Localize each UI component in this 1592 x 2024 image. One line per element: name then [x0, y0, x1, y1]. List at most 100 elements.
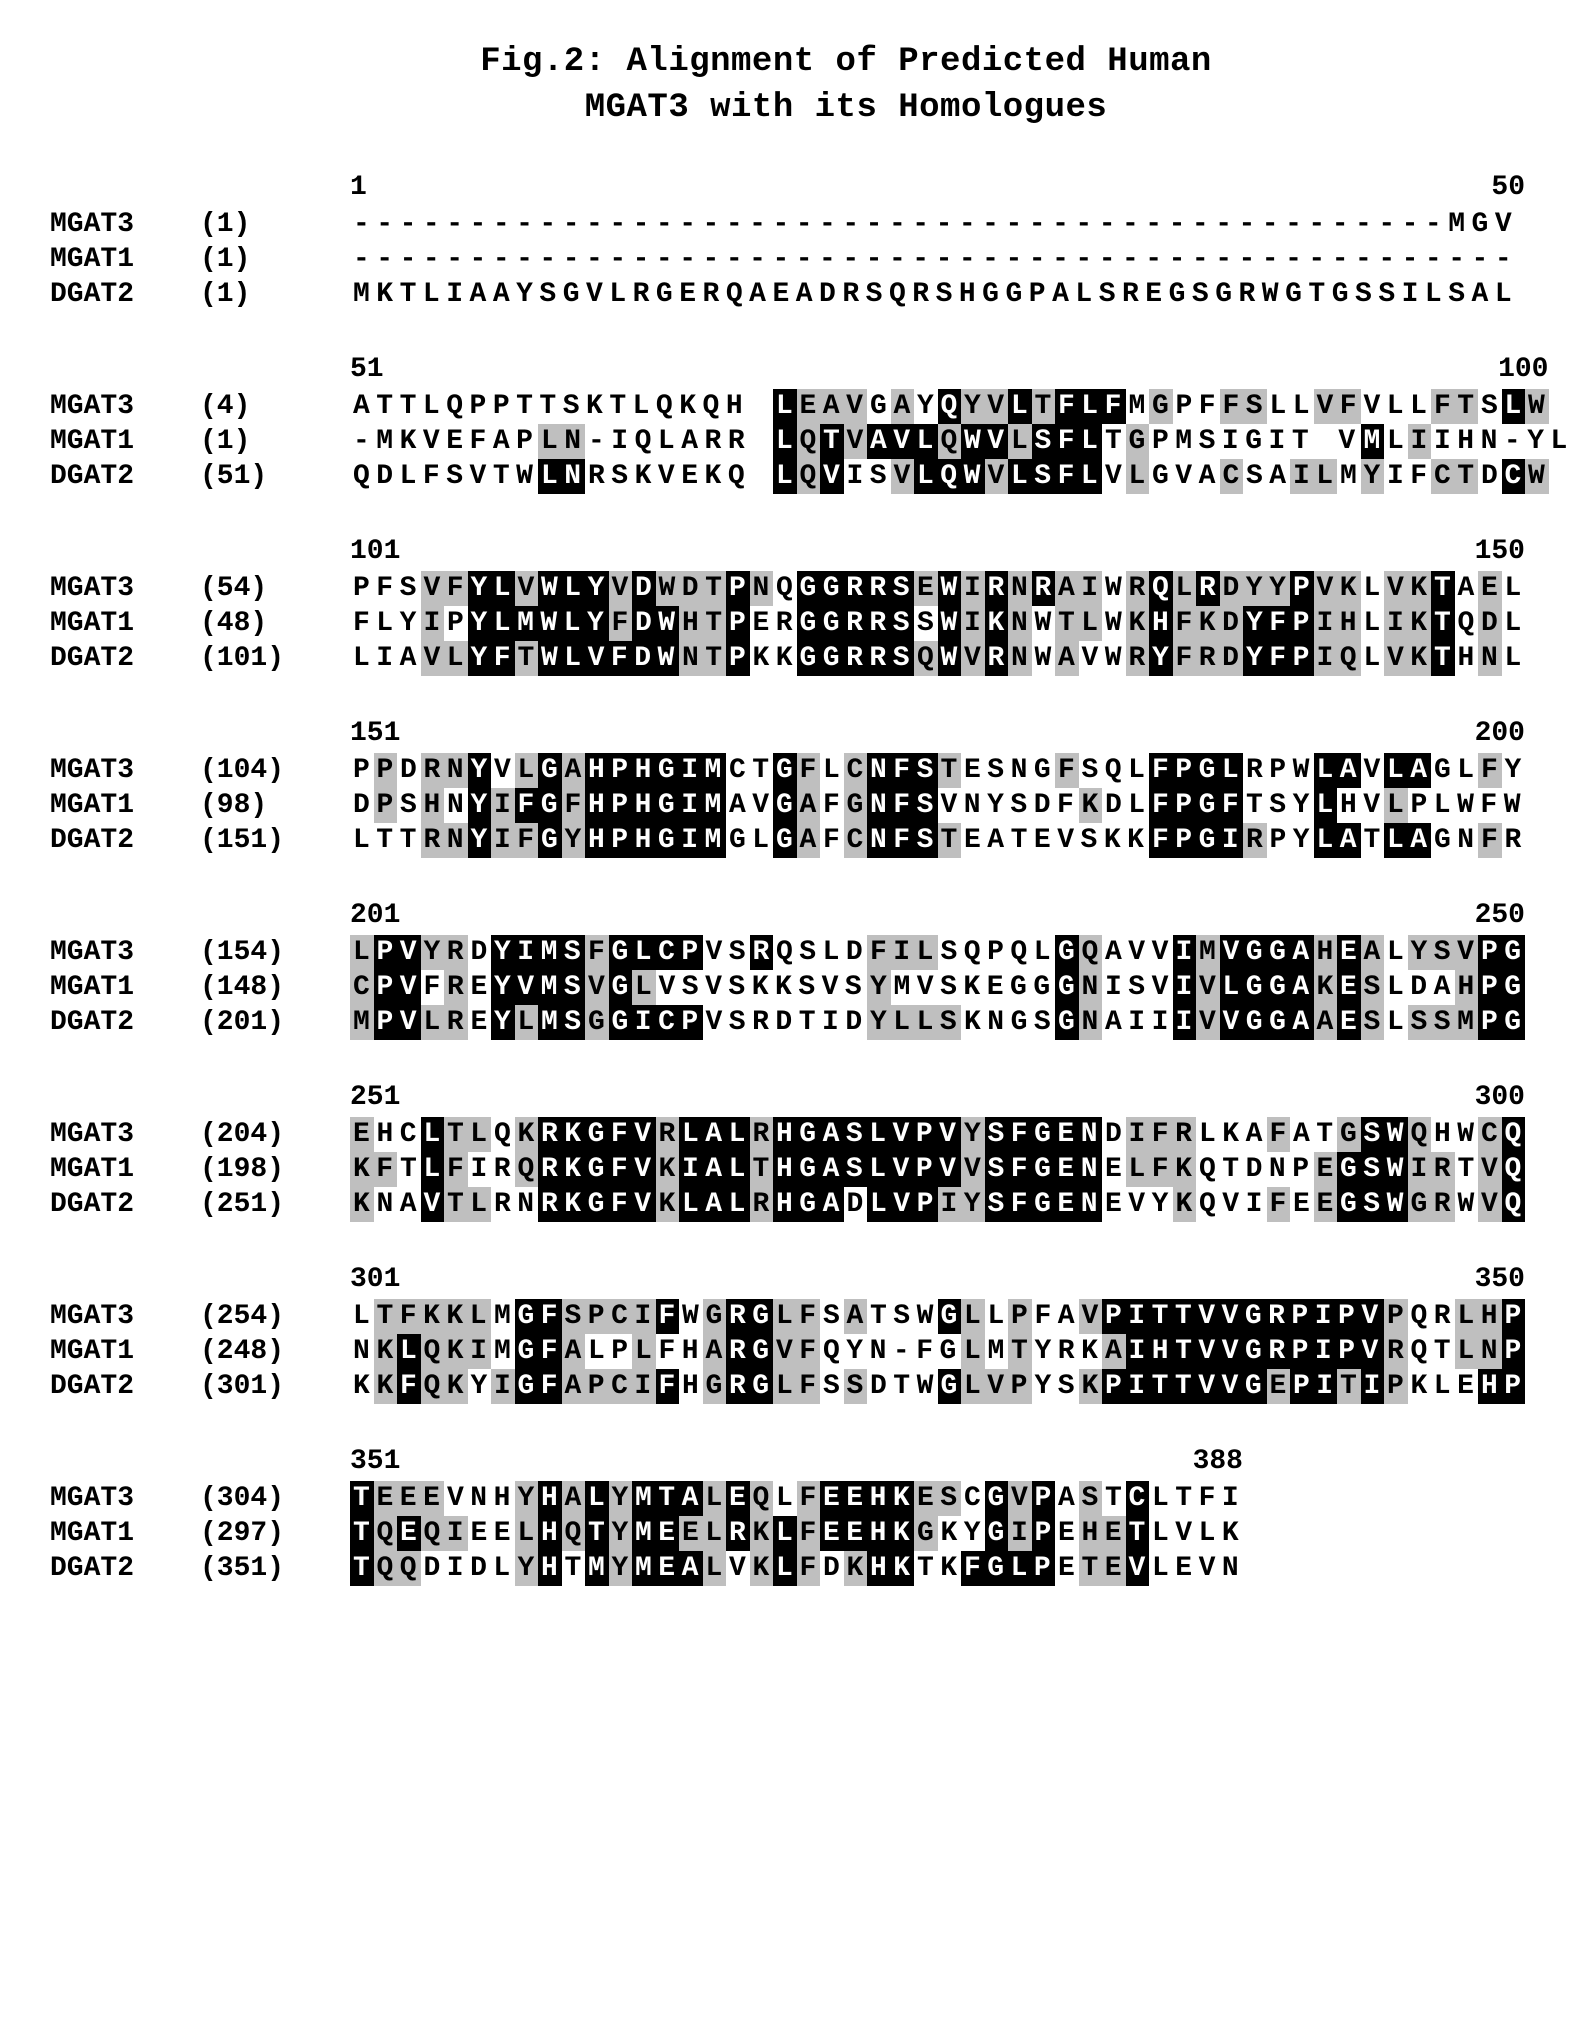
sequence-position: (151) [200, 823, 350, 858]
residue-run: G [1055, 935, 1079, 970]
residue-run: S [1361, 1005, 1385, 1040]
residue-run: YRK [1032, 1334, 1103, 1369]
residue-run: F [421, 970, 445, 1005]
residue-run: L [1502, 571, 1526, 606]
sequence-name: MGAT3 [50, 1481, 200, 1516]
residue-run: V [726, 1551, 750, 1586]
residue-run: C [1478, 1117, 1502, 1152]
residue-run: V [1102, 459, 1126, 494]
residue-run: N [1079, 1005, 1103, 1040]
sequence-row: MGAT3(154)LPVYRDYIMSFGLCPVSRQSLDFILSQPQL… [50, 935, 1592, 970]
residue-run: QQ [374, 1551, 421, 1586]
sequence-position: (148) [200, 970, 350, 1005]
residue-run: LA [1384, 753, 1431, 788]
residue-run: EATEVSKK [961, 823, 1149, 858]
residue-run: D [844, 1187, 868, 1222]
sequence-residues: KNAVTLRNRKGFVKLALRHGADLVPIYSFGENEVYKQVIF… [350, 1187, 1525, 1222]
residue-run: LP [585, 1334, 632, 1369]
residue-run: G [914, 1516, 938, 1551]
residue-run: I [961, 606, 985, 641]
residue-run: LVLK [1149, 1516, 1243, 1551]
residue-run: QT [1408, 1334, 1455, 1369]
residue-run: PV [374, 1005, 421, 1040]
residue-run: M [585, 1551, 609, 1586]
sequence-position: (104) [200, 753, 350, 788]
residue-run: ER [750, 606, 797, 641]
residue-run: D [1102, 1117, 1126, 1152]
residue-run: RN [421, 823, 468, 858]
residue-run: H [1455, 641, 1479, 676]
residue-run: PG [1478, 1005, 1525, 1040]
residue-run: T [1455, 1152, 1479, 1187]
residue-run: NFS [867, 753, 938, 788]
residue-run: YSV [1408, 935, 1479, 970]
residue-run: F [797, 1481, 821, 1516]
residue-run: C [844, 823, 868, 858]
residue-run: IS [844, 459, 891, 494]
residue-run: L [703, 1481, 727, 1516]
sequence-row: MGAT3(254)LTFKKLMGFSPCIFWGRGLFSATSWGLLPF… [50, 1299, 1592, 1334]
residue-run: A [1314, 1005, 1338, 1040]
residue-run: VLL [1361, 389, 1432, 424]
sequence-residues: MPVLREYLMSGGICPVSRDTIDYLLSKNGSGNAIIIVVGG… [350, 1005, 1525, 1040]
residue-run: NFS [867, 823, 938, 858]
residue-run: DL [1102, 788, 1149, 823]
residue-run: Y [609, 1481, 633, 1516]
sequence-residues: CPVFREYVMSVGLVSVSKKSVSYMVSKEGGGNISVIVLGG… [350, 970, 1525, 1005]
residue-run: TL [444, 1117, 491, 1152]
residue-run: V [421, 1187, 445, 1222]
residue-run: N [1008, 571, 1032, 606]
residue-run: G [773, 823, 797, 858]
residue-run: QTDNP [1196, 1152, 1314, 1187]
residue-run: Q [515, 1152, 539, 1187]
residue-run: LQW [914, 459, 985, 494]
residue-run: R [656, 1117, 680, 1152]
sequence-residues: DPSHNYIFGFHPHGIMAVGAFGNFSVNYSDFKDLFPGFTS… [350, 788, 1525, 823]
residue-run: GL [726, 823, 773, 858]
residue-run: D [397, 753, 421, 788]
residue-run: HPHGIM [585, 788, 726, 823]
residue-run: M [985, 1334, 1009, 1369]
residue-run: F [444, 1152, 468, 1187]
residue-run: GVA [1149, 459, 1220, 494]
residue-run: -MKVEFAP [350, 424, 538, 459]
residue-run: Y [609, 1516, 633, 1551]
residue-run: GSW [1337, 1187, 1408, 1222]
residue-run: P [1502, 1334, 1526, 1369]
sequence-name: MGAT1 [50, 242, 200, 277]
residue-run: A [562, 1334, 586, 1369]
residue-run: LVP [867, 1187, 938, 1222]
residue-run: FRD [1173, 641, 1244, 676]
residue-run: HV [1337, 788, 1384, 823]
residue-run: L [1502, 641, 1526, 676]
sequence-position: (198) [200, 1152, 350, 1187]
sequence-row: DGAT2(251)KNAVTLRNRKGFVKLALRHGADLVPIYSFG… [50, 1187, 1592, 1222]
residue-run: TL [1055, 606, 1102, 641]
residue-run: V [891, 459, 915, 494]
sequence-residues: EHCLTLQKRKGFVRLALRHGASLVPVYSFGENDIFRLKAF… [350, 1117, 1525, 1152]
residue-run: Q [374, 1516, 398, 1551]
residue-run: W [938, 641, 962, 676]
residue-run: SPCI [562, 1299, 656, 1334]
sequence-residues: KFTLFIRQRKGFVKIALTHGASLVPVVSFGENELFKQTDN… [350, 1152, 1525, 1187]
residue-run: KNGS [961, 1005, 1055, 1040]
title-line-2: MGAT3 with its Homologues [50, 86, 1592, 132]
residue-run: EEE [374, 1481, 445, 1516]
residue-run: -IQLARR [585, 424, 773, 459]
residue-run: GGRRS [797, 606, 915, 641]
sequence-name: MGAT3 [50, 389, 200, 424]
residue-run: D [468, 935, 492, 970]
residue-run: VSRDTID [703, 1005, 868, 1040]
residue-run: Q [1502, 1187, 1526, 1222]
residue-run: FA [1032, 1299, 1079, 1334]
sequence-position: (204) [200, 1117, 350, 1152]
residue-run: HK [867, 1551, 914, 1586]
residue-run: F [1267, 1187, 1291, 1222]
residue-run: Q [491, 1117, 515, 1152]
residue-run: FPGF [1149, 788, 1243, 823]
residue-run: V [820, 459, 844, 494]
residue-run: GN [1431, 823, 1478, 858]
residue-run: T [350, 1551, 374, 1586]
residue-run: R [750, 1117, 774, 1152]
sequence-position: (101) [200, 641, 350, 676]
